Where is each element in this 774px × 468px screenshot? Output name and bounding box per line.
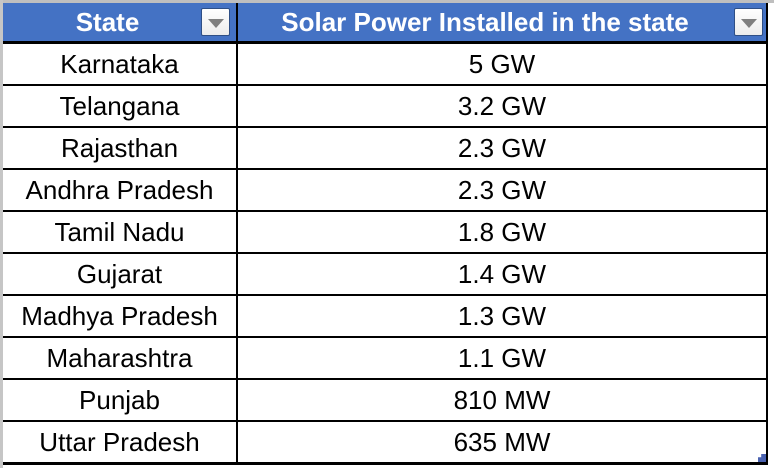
sheet-left-edge <box>0 0 3 468</box>
capacity-cell[interactable]: 810 MW <box>237 379 768 422</box>
table-row: Tamil Nadu 1.8 GW <box>3 211 768 254</box>
capacity-cell[interactable]: 635 MW <box>237 421 768 465</box>
state-cell[interactable]: Rajasthan <box>3 127 238 170</box>
table-resize-handle[interactable] <box>758 454 766 462</box>
dropdown-filter-icon <box>207 18 224 28</box>
solar-power-table: State Solar Power Installed in the state… <box>3 3 768 465</box>
capacity-cell[interactable]: 2.3 GW <box>237 127 768 170</box>
dropdown-filter-icon <box>740 18 757 28</box>
table-row: Andhra Pradesh 2.3 GW <box>3 169 768 212</box>
capacity-cell[interactable]: 1.4 GW <box>237 253 768 296</box>
table-row: Telangana 3.2 GW <box>3 85 768 128</box>
spreadsheet-table-region: State Solar Power Installed in the state… <box>3 3 768 465</box>
state-cell[interactable]: Uttar Pradesh <box>3 421 238 465</box>
solar-power-filter-button[interactable] <box>734 8 763 36</box>
state-cell[interactable]: Tamil Nadu <box>3 211 238 254</box>
table-row: Madhya Pradesh 1.3 GW <box>3 295 768 338</box>
table-row: Maharashtra 1.1 GW <box>3 337 768 380</box>
header-row: State Solar Power Installed in the state <box>3 3 768 44</box>
state-filter-button[interactable] <box>201 8 230 36</box>
capacity-cell[interactable]: 2.3 GW <box>237 169 768 212</box>
column-header-solar-power[interactable]: Solar Power Installed in the state <box>237 3 768 44</box>
capacity-cell[interactable]: 1.8 GW <box>237 211 768 254</box>
state-cell[interactable]: Maharashtra <box>3 337 238 380</box>
sheet-top-edge <box>0 0 774 3</box>
table-row: Gujarat 1.4 GW <box>3 253 768 296</box>
column-header-state[interactable]: State <box>3 3 238 44</box>
column-header-label: State <box>75 7 140 37</box>
capacity-cell[interactable]: 5 GW <box>237 42 768 86</box>
state-cell[interactable]: Gujarat <box>3 253 238 296</box>
capacity-cell[interactable]: 1.3 GW <box>237 295 768 338</box>
state-cell[interactable]: Andhra Pradesh <box>3 169 238 212</box>
table-row: Rajasthan 2.3 GW <box>3 127 768 170</box>
capacity-cell[interactable]: 1.1 GW <box>237 337 768 380</box>
table-row: Punjab 810 MW <box>3 379 768 422</box>
table-row: Karnataka 5 GW <box>3 42 768 86</box>
column-header-label: Solar Power Installed in the state <box>281 7 689 37</box>
table-row: Uttar Pradesh 635 MW <box>3 421 768 465</box>
state-cell[interactable]: Punjab <box>3 379 238 422</box>
state-cell[interactable]: Telangana <box>3 85 238 128</box>
capacity-cell[interactable]: 3.2 GW <box>237 85 768 128</box>
state-cell[interactable]: Madhya Pradesh <box>3 295 238 338</box>
state-cell[interactable]: Karnataka <box>3 42 238 86</box>
